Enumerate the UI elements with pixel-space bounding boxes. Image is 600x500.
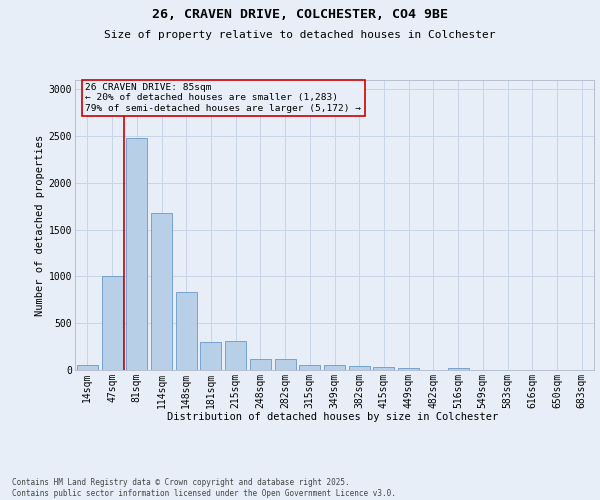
Bar xyxy=(373,366,394,370)
Text: 26, CRAVEN DRIVE, COLCHESTER, CO4 9BE: 26, CRAVEN DRIVE, COLCHESTER, CO4 9BE xyxy=(152,8,448,20)
Bar xyxy=(225,342,246,370)
Bar xyxy=(250,359,271,370)
Bar xyxy=(126,138,147,370)
Text: Contains HM Land Registry data © Crown copyright and database right 2025.
Contai: Contains HM Land Registry data © Crown c… xyxy=(12,478,396,498)
Bar xyxy=(176,292,197,370)
Bar xyxy=(448,368,469,370)
Bar xyxy=(275,359,296,370)
Text: 26 CRAVEN DRIVE: 85sqm
← 20% of detached houses are smaller (1,283)
79% of semi-: 26 CRAVEN DRIVE: 85sqm ← 20% of detached… xyxy=(85,83,361,112)
Text: Distribution of detached houses by size in Colchester: Distribution of detached houses by size … xyxy=(167,412,499,422)
Bar xyxy=(77,366,98,370)
Text: Size of property relative to detached houses in Colchester: Size of property relative to detached ho… xyxy=(104,30,496,40)
Y-axis label: Number of detached properties: Number of detached properties xyxy=(35,134,44,316)
Bar xyxy=(200,342,221,370)
Bar xyxy=(398,368,419,370)
Bar xyxy=(299,365,320,370)
Bar xyxy=(101,276,122,370)
Bar xyxy=(151,213,172,370)
Bar xyxy=(324,365,345,370)
Bar xyxy=(349,366,370,370)
